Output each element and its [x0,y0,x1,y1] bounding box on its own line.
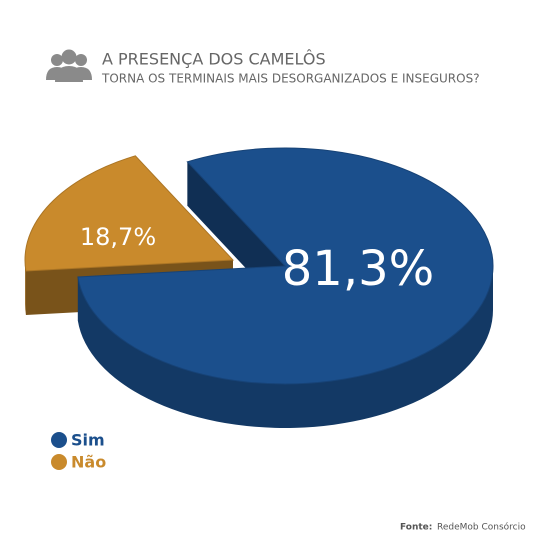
legend-label: Sim [71,431,105,450]
chart-subtitle: TORNA OS TERMINAIS MAIS DESORGANIZADOS E… [101,72,480,86]
chart-title: A PRESENÇA DOS CAMELÔS [102,50,326,69]
source-label: Fonte: [400,523,432,533]
slice [77,147,494,385]
slice [24,155,235,272]
value-label: 18,7% [80,223,156,251]
people-icon [46,49,92,82]
source: RedeMob Consórcio [437,522,526,533]
slice-side [25,260,26,315]
legend-swatch [51,454,67,470]
legend-swatch [51,432,67,448]
legend-label: Não [71,453,106,472]
slice-side [77,266,493,429]
value-label: 81,3% [282,241,434,297]
